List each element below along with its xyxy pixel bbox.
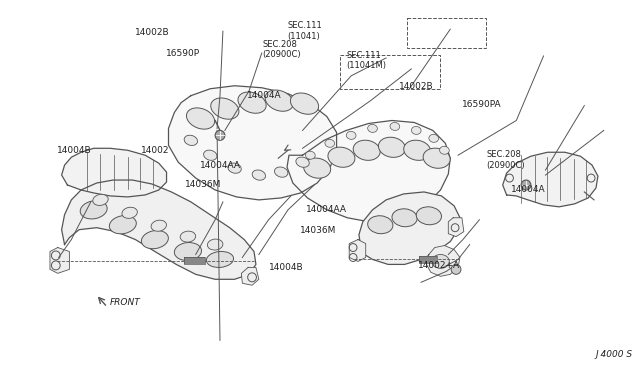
Text: FRONT: FRONT [109,298,140,307]
Polygon shape [50,247,69,273]
Polygon shape [426,246,460,276]
Ellipse shape [416,207,442,225]
Ellipse shape [93,194,108,205]
Polygon shape [241,267,259,285]
Ellipse shape [440,146,449,154]
Polygon shape [184,257,205,264]
Polygon shape [419,256,436,263]
Ellipse shape [151,220,166,231]
Ellipse shape [367,125,378,132]
Text: 16590PA: 16590PA [461,100,501,109]
Polygon shape [287,121,451,222]
Ellipse shape [325,140,335,147]
Ellipse shape [368,216,393,234]
Circle shape [215,131,225,140]
Text: 14036M: 14036M [300,226,336,235]
Text: 14002: 14002 [141,147,170,155]
Text: 14004B: 14004B [58,147,92,155]
Ellipse shape [423,148,450,168]
Ellipse shape [404,140,431,160]
Ellipse shape [265,90,293,111]
Text: 14002+A: 14002+A [418,261,460,270]
Ellipse shape [392,209,417,227]
Ellipse shape [346,131,356,140]
Text: 14004B: 14004B [269,263,303,272]
Text: SEC.208
(20900C): SEC.208 (20900C) [486,150,525,170]
Ellipse shape [184,135,198,145]
Ellipse shape [412,126,421,134]
Polygon shape [349,240,365,262]
Ellipse shape [174,243,202,260]
Ellipse shape [432,254,449,268]
Ellipse shape [303,158,331,178]
Ellipse shape [109,216,136,234]
Ellipse shape [353,140,380,160]
Text: 14002B: 14002B [399,82,434,91]
Polygon shape [61,148,166,197]
Text: SEC.111
(11041): SEC.111 (11041) [287,21,322,41]
Ellipse shape [80,201,107,219]
Text: 16590P: 16590P [166,49,200,58]
Circle shape [521,180,531,190]
Polygon shape [502,152,598,207]
Ellipse shape [204,150,217,160]
Ellipse shape [296,157,309,167]
Ellipse shape [141,231,168,249]
Ellipse shape [305,151,315,159]
Text: 14002B: 14002B [135,28,170,37]
Text: SEC.111
(11041M): SEC.111 (11041M) [346,51,387,70]
Ellipse shape [291,93,319,114]
Ellipse shape [390,122,400,131]
Ellipse shape [207,239,223,250]
Ellipse shape [228,163,241,173]
Ellipse shape [211,98,239,119]
Circle shape [451,264,461,274]
Ellipse shape [328,147,355,167]
Text: 14036M: 14036M [185,180,221,189]
Ellipse shape [180,231,196,242]
Polygon shape [359,192,460,264]
Text: 14004AA: 14004AA [200,161,241,170]
Polygon shape [61,180,256,279]
Ellipse shape [186,108,214,129]
Polygon shape [448,218,464,237]
Text: 14004A: 14004A [247,91,282,100]
Ellipse shape [252,170,266,180]
Ellipse shape [378,137,406,157]
Ellipse shape [238,92,266,113]
Text: SEC.208
(20900C): SEC.208 (20900C) [262,40,301,59]
Ellipse shape [207,251,234,267]
Text: 14004A: 14004A [511,185,546,194]
Polygon shape [168,86,337,200]
Ellipse shape [275,167,288,177]
Ellipse shape [429,134,438,142]
Ellipse shape [122,207,138,218]
Text: 14004AA: 14004AA [306,205,347,215]
Text: J 4000 S: J 4000 S [596,350,633,359]
